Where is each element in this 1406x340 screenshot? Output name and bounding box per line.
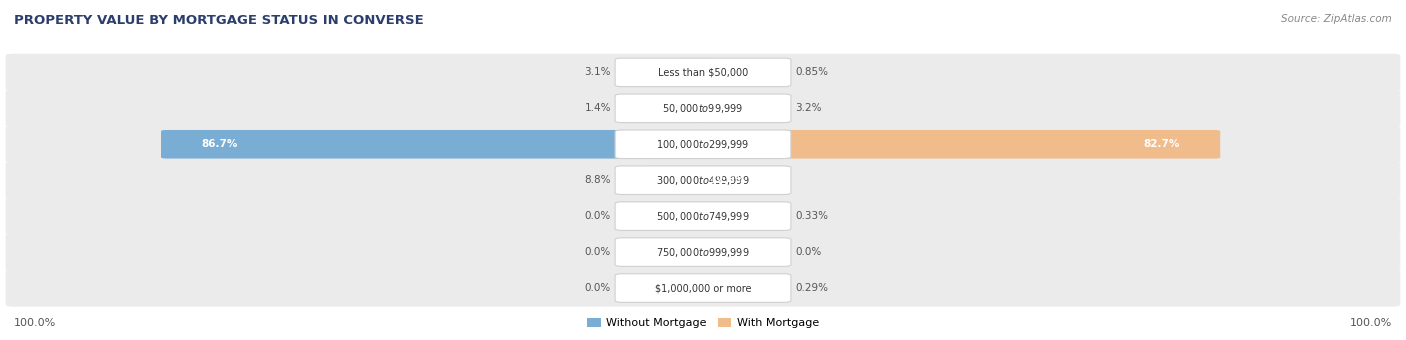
- FancyBboxPatch shape: [6, 269, 1400, 307]
- FancyBboxPatch shape: [616, 274, 790, 302]
- FancyBboxPatch shape: [697, 130, 1220, 158]
- FancyBboxPatch shape: [162, 130, 709, 158]
- FancyBboxPatch shape: [616, 130, 790, 158]
- Text: 1.4%: 1.4%: [585, 103, 612, 113]
- FancyBboxPatch shape: [697, 166, 786, 194]
- FancyBboxPatch shape: [689, 94, 709, 123]
- Text: 86.7%: 86.7%: [202, 139, 238, 149]
- Text: Less than $50,000: Less than $50,000: [658, 67, 748, 78]
- Text: $750,000 to $999,999: $750,000 to $999,999: [657, 245, 749, 259]
- FancyBboxPatch shape: [697, 274, 710, 302]
- Text: 0.0%: 0.0%: [585, 283, 612, 293]
- Text: PROPERTY VALUE BY MORTGAGE STATUS IN CONVERSE: PROPERTY VALUE BY MORTGAGE STATUS IN CON…: [14, 14, 423, 27]
- Text: 0.0%: 0.0%: [796, 247, 821, 257]
- FancyBboxPatch shape: [6, 198, 1400, 235]
- FancyBboxPatch shape: [6, 125, 1400, 163]
- Text: 0.85%: 0.85%: [796, 67, 828, 78]
- Text: 3.1%: 3.1%: [585, 67, 612, 78]
- Text: 0.0%: 0.0%: [585, 211, 612, 221]
- FancyBboxPatch shape: [6, 54, 1400, 91]
- FancyBboxPatch shape: [697, 94, 728, 123]
- Text: 100.0%: 100.0%: [1350, 318, 1392, 328]
- Text: 3.2%: 3.2%: [796, 103, 821, 113]
- FancyBboxPatch shape: [6, 234, 1400, 271]
- Text: 12.6%: 12.6%: [710, 175, 745, 185]
- FancyBboxPatch shape: [697, 58, 714, 87]
- Text: 0.29%: 0.29%: [796, 283, 828, 293]
- Legend: Without Mortgage, With Mortgage: Without Mortgage, With Mortgage: [582, 313, 824, 333]
- FancyBboxPatch shape: [616, 166, 790, 194]
- Text: $1,000,000 or more: $1,000,000 or more: [655, 283, 751, 293]
- FancyBboxPatch shape: [616, 58, 790, 87]
- FancyBboxPatch shape: [616, 94, 790, 123]
- FancyBboxPatch shape: [616, 202, 790, 231]
- Text: 0.33%: 0.33%: [796, 211, 828, 221]
- FancyBboxPatch shape: [643, 166, 709, 194]
- Text: 82.7%: 82.7%: [1143, 139, 1180, 149]
- Text: 100.0%: 100.0%: [14, 318, 56, 328]
- Text: $50,000 to $99,999: $50,000 to $99,999: [662, 102, 744, 115]
- Text: $300,000 to $499,999: $300,000 to $499,999: [657, 174, 749, 187]
- Text: 0.0%: 0.0%: [585, 247, 612, 257]
- FancyBboxPatch shape: [678, 58, 709, 87]
- Text: Source: ZipAtlas.com: Source: ZipAtlas.com: [1281, 14, 1392, 23]
- Text: 8.8%: 8.8%: [585, 175, 612, 185]
- Text: $500,000 to $749,999: $500,000 to $749,999: [657, 210, 749, 223]
- FancyBboxPatch shape: [6, 162, 1400, 199]
- Text: $100,000 to $299,999: $100,000 to $299,999: [657, 138, 749, 151]
- FancyBboxPatch shape: [616, 238, 790, 266]
- FancyBboxPatch shape: [6, 90, 1400, 127]
- FancyBboxPatch shape: [697, 202, 710, 231]
